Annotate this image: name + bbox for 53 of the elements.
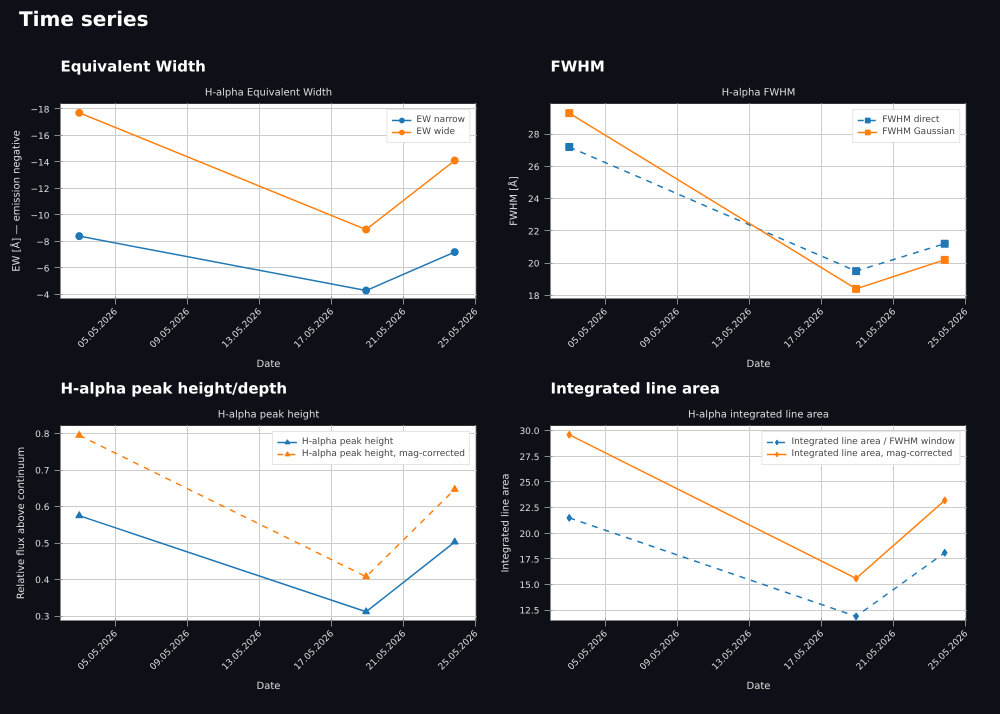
x-axis-title: Date bbox=[746, 680, 770, 692]
y-tick-label: 22 bbox=[528, 227, 540, 238]
legend-label: Integrated line area, mag-corrected bbox=[791, 448, 952, 460]
y-tick-label: 0.7 bbox=[35, 466, 50, 477]
y-tick-label: −4 bbox=[36, 291, 50, 302]
y-tick-label: 20 bbox=[528, 260, 540, 270]
x-axis-title: Date bbox=[256, 358, 280, 370]
y-axis-title: Relative flux above continuum bbox=[16, 446, 28, 600]
x-axis-title: Date bbox=[746, 358, 770, 370]
y-axis-title: EW [Å] — emission negative bbox=[10, 130, 23, 272]
y-tick-label: 18 bbox=[528, 292, 540, 302]
y-tick-label: 27.5 bbox=[519, 452, 540, 463]
y-tick-label: 17.5 bbox=[519, 555, 540, 566]
legend-label: EW wide bbox=[416, 126, 455, 138]
y-tick-label: 0.5 bbox=[35, 540, 50, 550]
y-tick-label: −16 bbox=[30, 132, 50, 142]
y-axis-title: FWHM [Å] bbox=[507, 176, 520, 226]
chart-title: Integrated line area bbox=[550, 380, 720, 398]
y-tick-label: 22.5 bbox=[519, 504, 540, 514]
y-tick-label: 20.0 bbox=[519, 530, 540, 540]
y-tick-label: 25.0 bbox=[519, 478, 540, 488]
y-tick-label: −12 bbox=[30, 184, 50, 195]
chart-subtitle: H-alpha integrated line area bbox=[688, 410, 829, 420]
y-tick-label: 24 bbox=[528, 195, 540, 206]
y-tick-label: −14 bbox=[30, 158, 50, 168]
y-tick-label: 26 bbox=[528, 162, 540, 173]
y-tick-label: 0.8 bbox=[35, 430, 50, 440]
legend-label: H-alpha peak height bbox=[302, 436, 394, 448]
legend-label: FWHM Gaussian bbox=[882, 126, 955, 138]
y-axis-title: Integrated line area bbox=[500, 473, 512, 573]
chart-subtitle: H-alpha Equivalent Width bbox=[204, 88, 332, 98]
chart-title: H-alpha peak height/depth bbox=[60, 380, 288, 398]
chart-title: Equivalent Width bbox=[60, 58, 206, 76]
y-tick-label: −6 bbox=[36, 264, 50, 274]
chart-title: FWHM bbox=[550, 58, 605, 76]
legend-label: Integrated line area / FWHM window bbox=[791, 436, 955, 448]
chart-subtitle: H-alpha peak height bbox=[218, 410, 320, 420]
y-tick-label: 30.0 bbox=[519, 427, 540, 438]
y-tick-label: 15.0 bbox=[519, 581, 540, 592]
y-tick-label: −18 bbox=[30, 105, 50, 116]
legend-label: FWHM direct bbox=[882, 114, 940, 126]
legend-label: H-alpha peak height, mag-corrected bbox=[302, 448, 465, 460]
y-tick-label: −10 bbox=[30, 211, 50, 222]
text: Time series bbox=[19, 6, 149, 33]
legend-label: EW narrow bbox=[416, 114, 465, 126]
y-tick-label: 0.3 bbox=[35, 612, 50, 623]
y-tick-label: 0.6 bbox=[35, 503, 50, 514]
y-tick-label: −8 bbox=[36, 238, 50, 248]
y-tick-label: 0.4 bbox=[35, 576, 50, 586]
chart-subtitle: H-alpha FWHM bbox=[722, 88, 796, 98]
y-tick-label: 28 bbox=[528, 130, 540, 141]
x-axis-title: Date bbox=[256, 680, 280, 692]
y-tick-label: 12.5 bbox=[519, 606, 540, 617]
